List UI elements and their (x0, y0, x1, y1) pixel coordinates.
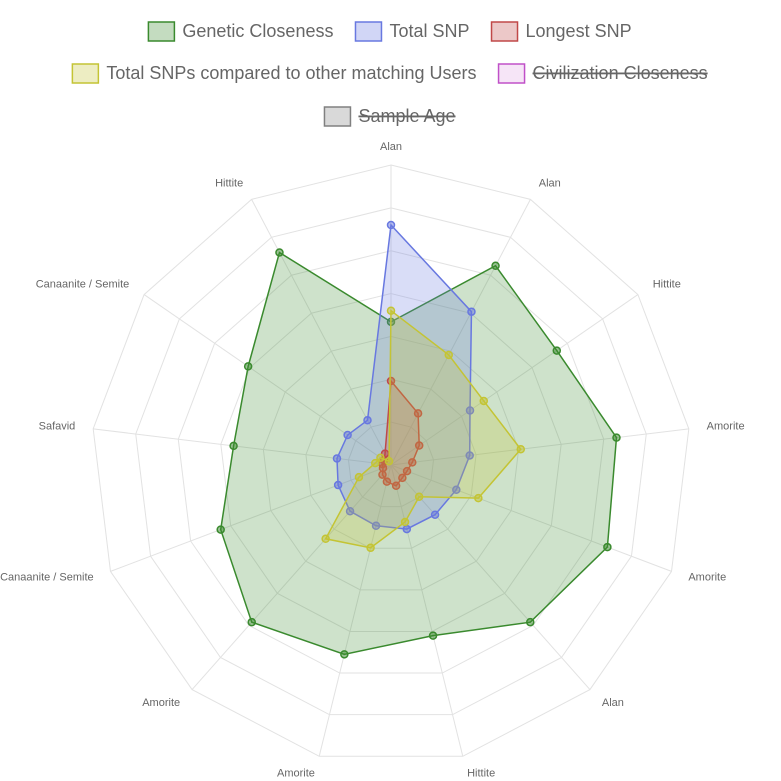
data-point (408, 458, 417, 467)
legend-label: Total SNPs compared to other matching Us… (106, 63, 476, 83)
legend-swatch (147, 21, 176, 42)
legend-item: Civilization Closeness (497, 63, 708, 84)
legend-swatch (497, 63, 526, 84)
legend-item: Total SNPs compared to other matching Us… (71, 63, 477, 84)
grid-ring (262, 335, 520, 591)
axis-label: Hittite (467, 768, 495, 780)
data-point (384, 456, 394, 466)
data-point (229, 441, 238, 451)
legend-label: Longest SNP (526, 21, 632, 41)
data-point (479, 396, 489, 406)
legend-label: Sample Age (358, 106, 455, 126)
data-point (371, 458, 380, 468)
legend-swatch (354, 21, 383, 42)
data-point (386, 306, 396, 315)
axis-label: Alan (539, 177, 561, 189)
spoke (390, 464, 672, 572)
axis-label: Canaanite / Semite (36, 278, 130, 290)
spoke (93, 428, 392, 466)
axis-label: Alan (380, 141, 402, 153)
spoke (318, 464, 392, 757)
legend-label: Total SNP (389, 21, 469, 41)
legend-label: Civilization Closeness (533, 63, 708, 83)
data-point (603, 542, 612, 552)
axis-label: Amorite (688, 572, 726, 584)
data-point (413, 409, 423, 418)
spoke (390, 199, 531, 466)
data-point (474, 493, 483, 503)
data-point (552, 346, 562, 355)
axis-label: Canaanite / Semite (0, 572, 94, 584)
spoke (390, 294, 639, 466)
data-point (414, 441, 424, 450)
grid-ring (305, 378, 477, 549)
series-area (219, 251, 618, 656)
axis-label: Hittite (653, 278, 681, 290)
axis-label: Safavid (39, 421, 76, 433)
data-point (333, 480, 343, 490)
data-point (491, 261, 500, 271)
data-point (516, 444, 526, 454)
data-point (612, 433, 621, 442)
data-point (376, 453, 385, 462)
spoke (110, 464, 392, 572)
grid-ring (177, 250, 605, 674)
spoke (390, 464, 591, 690)
data-point (371, 521, 381, 531)
data-point (275, 248, 284, 257)
legend-label: Genetic Closeness (182, 21, 333, 41)
series-area (336, 223, 473, 530)
axis-label: Hittite (215, 177, 243, 189)
legend-item: Total SNP (354, 21, 470, 42)
legend-item: Sample Age (323, 106, 456, 127)
data-point (332, 454, 342, 463)
grid-ring (92, 164, 690, 757)
legend-swatch (323, 106, 352, 127)
legend-swatch (490, 21, 519, 42)
data-point (366, 543, 375, 553)
data-point (247, 617, 256, 627)
data-point (363, 415, 372, 425)
data-point (452, 485, 461, 495)
spoke (390, 428, 689, 466)
data-point (354, 472, 364, 482)
data-point (467, 307, 476, 316)
axis-label: Alan (602, 697, 624, 709)
grid-ring (347, 421, 435, 508)
data-point (428, 631, 438, 640)
data-point (526, 617, 535, 627)
data-point (398, 473, 407, 483)
axis-label: Amorite (142, 697, 180, 709)
spoke (390, 464, 464, 757)
data-point (382, 477, 392, 486)
data-point (340, 650, 349, 659)
data-point (465, 451, 474, 460)
data-point (414, 492, 424, 502)
data-point (391, 481, 401, 491)
grid-ring (135, 207, 647, 716)
data-point (321, 534, 330, 544)
data-point (343, 430, 352, 440)
data-point (386, 376, 396, 386)
data-point (400, 517, 410, 527)
data-point (444, 350, 454, 360)
axis-label: Amorite (707, 421, 745, 433)
data-point (345, 506, 355, 516)
legend-item: Longest SNP (490, 21, 632, 42)
legend-swatch (71, 63, 100, 84)
data-point (402, 466, 412, 476)
data-point (386, 220, 396, 230)
data-point (402, 524, 412, 534)
data-point (430, 510, 440, 519)
axis-label: Amorite (277, 768, 315, 780)
data-point (216, 525, 225, 534)
data-point (243, 362, 253, 371)
spoke (191, 464, 392, 690)
data-point (465, 406, 475, 415)
legend-item: Genetic Closeness (147, 21, 333, 42)
